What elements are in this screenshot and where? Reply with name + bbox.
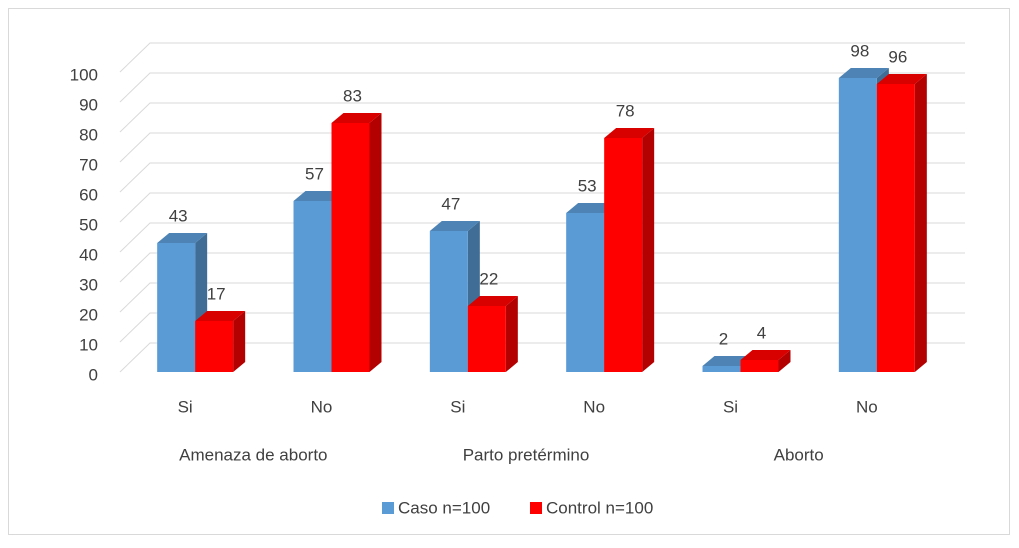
x-tick-label: No <box>583 397 605 416</box>
bar-top <box>566 203 617 213</box>
bar-side <box>778 350 791 372</box>
bar-front <box>566 213 605 372</box>
bar-front <box>293 201 332 372</box>
x-tick-label: Si <box>450 397 465 416</box>
y-tick-label: 10 <box>79 335 98 354</box>
bar-top <box>429 221 480 231</box>
y-tick-label: 50 <box>79 215 98 234</box>
bar-side <box>914 74 927 372</box>
bar-front <box>740 360 779 372</box>
grid-line <box>119 312 965 343</box>
x-tick-label: Si <box>723 397 738 416</box>
bar-front <box>838 78 877 372</box>
y-tick-label: 80 <box>79 125 98 144</box>
bar <box>195 311 246 372</box>
legend-label: Control n=100 <box>546 498 653 517</box>
bar-front <box>429 231 468 372</box>
y-tick-label: 70 <box>79 155 98 174</box>
bar <box>331 113 382 372</box>
data-label: 83 <box>343 86 362 105</box>
bar-top <box>876 74 927 84</box>
bar-front <box>195 321 234 372</box>
x-tick-label: No <box>856 397 878 416</box>
group-label: Amenaza de aborto <box>179 445 327 464</box>
legend-swatch <box>382 502 394 514</box>
grid-line <box>119 102 965 133</box>
bar <box>467 296 518 372</box>
grid-line <box>119 342 965 373</box>
y-tick-label: 40 <box>79 245 98 264</box>
bar-top <box>702 356 753 366</box>
grid-line <box>119 162 965 193</box>
bar-top <box>293 191 344 201</box>
grid-line <box>119 132 965 163</box>
legend-swatch <box>530 502 542 514</box>
y-tick-label: 30 <box>79 275 98 294</box>
bar-front <box>604 138 643 372</box>
x-tick-label: Si <box>178 397 193 416</box>
x-tick-label: No <box>311 397 333 416</box>
bar-top <box>838 68 889 78</box>
y-tick-label: 20 <box>79 305 98 324</box>
bar <box>604 128 655 372</box>
bar-top <box>740 350 791 360</box>
data-label: 4 <box>757 323 766 342</box>
grid-line <box>119 222 965 253</box>
group-label: Parto pretérmino <box>463 445 590 464</box>
bar <box>740 350 791 372</box>
bar-front <box>876 84 915 372</box>
bar-front <box>702 366 741 372</box>
bar-top <box>467 296 518 306</box>
grid-line <box>119 282 965 313</box>
data-label: 57 <box>305 164 324 183</box>
data-label: 22 <box>479 269 498 288</box>
bar-top <box>331 113 382 123</box>
data-label: 96 <box>888 47 907 66</box>
bar-side <box>233 311 246 372</box>
data-label: 78 <box>616 101 635 120</box>
data-label: 43 <box>169 206 188 225</box>
bar-top <box>157 233 208 243</box>
data-label: 98 <box>850 41 869 60</box>
data-label: 2 <box>719 329 728 348</box>
bar <box>876 74 927 372</box>
grid-line <box>119 192 965 223</box>
data-label: 53 <box>578 176 597 195</box>
bar-side <box>642 128 655 372</box>
bar-side <box>505 296 518 372</box>
y-tick-label: 100 <box>70 65 98 84</box>
bar-front <box>467 306 506 372</box>
y-tick-label: 60 <box>79 185 98 204</box>
group-label: Aborto <box>774 445 824 464</box>
bar-front <box>331 123 370 372</box>
bar-top <box>195 311 246 321</box>
data-label: 17 <box>207 284 226 303</box>
bar-top <box>604 128 655 138</box>
grid-line <box>119 252 965 283</box>
bar-front <box>157 243 196 372</box>
bar-side <box>369 113 382 372</box>
data-label: 47 <box>441 194 460 213</box>
grid-line <box>119 72 965 103</box>
y-tick-label: 90 <box>79 95 98 114</box>
grid-line <box>119 42 965 73</box>
legend-label: Caso n=100 <box>398 498 490 517</box>
y-tick-label: 0 <box>89 365 98 384</box>
